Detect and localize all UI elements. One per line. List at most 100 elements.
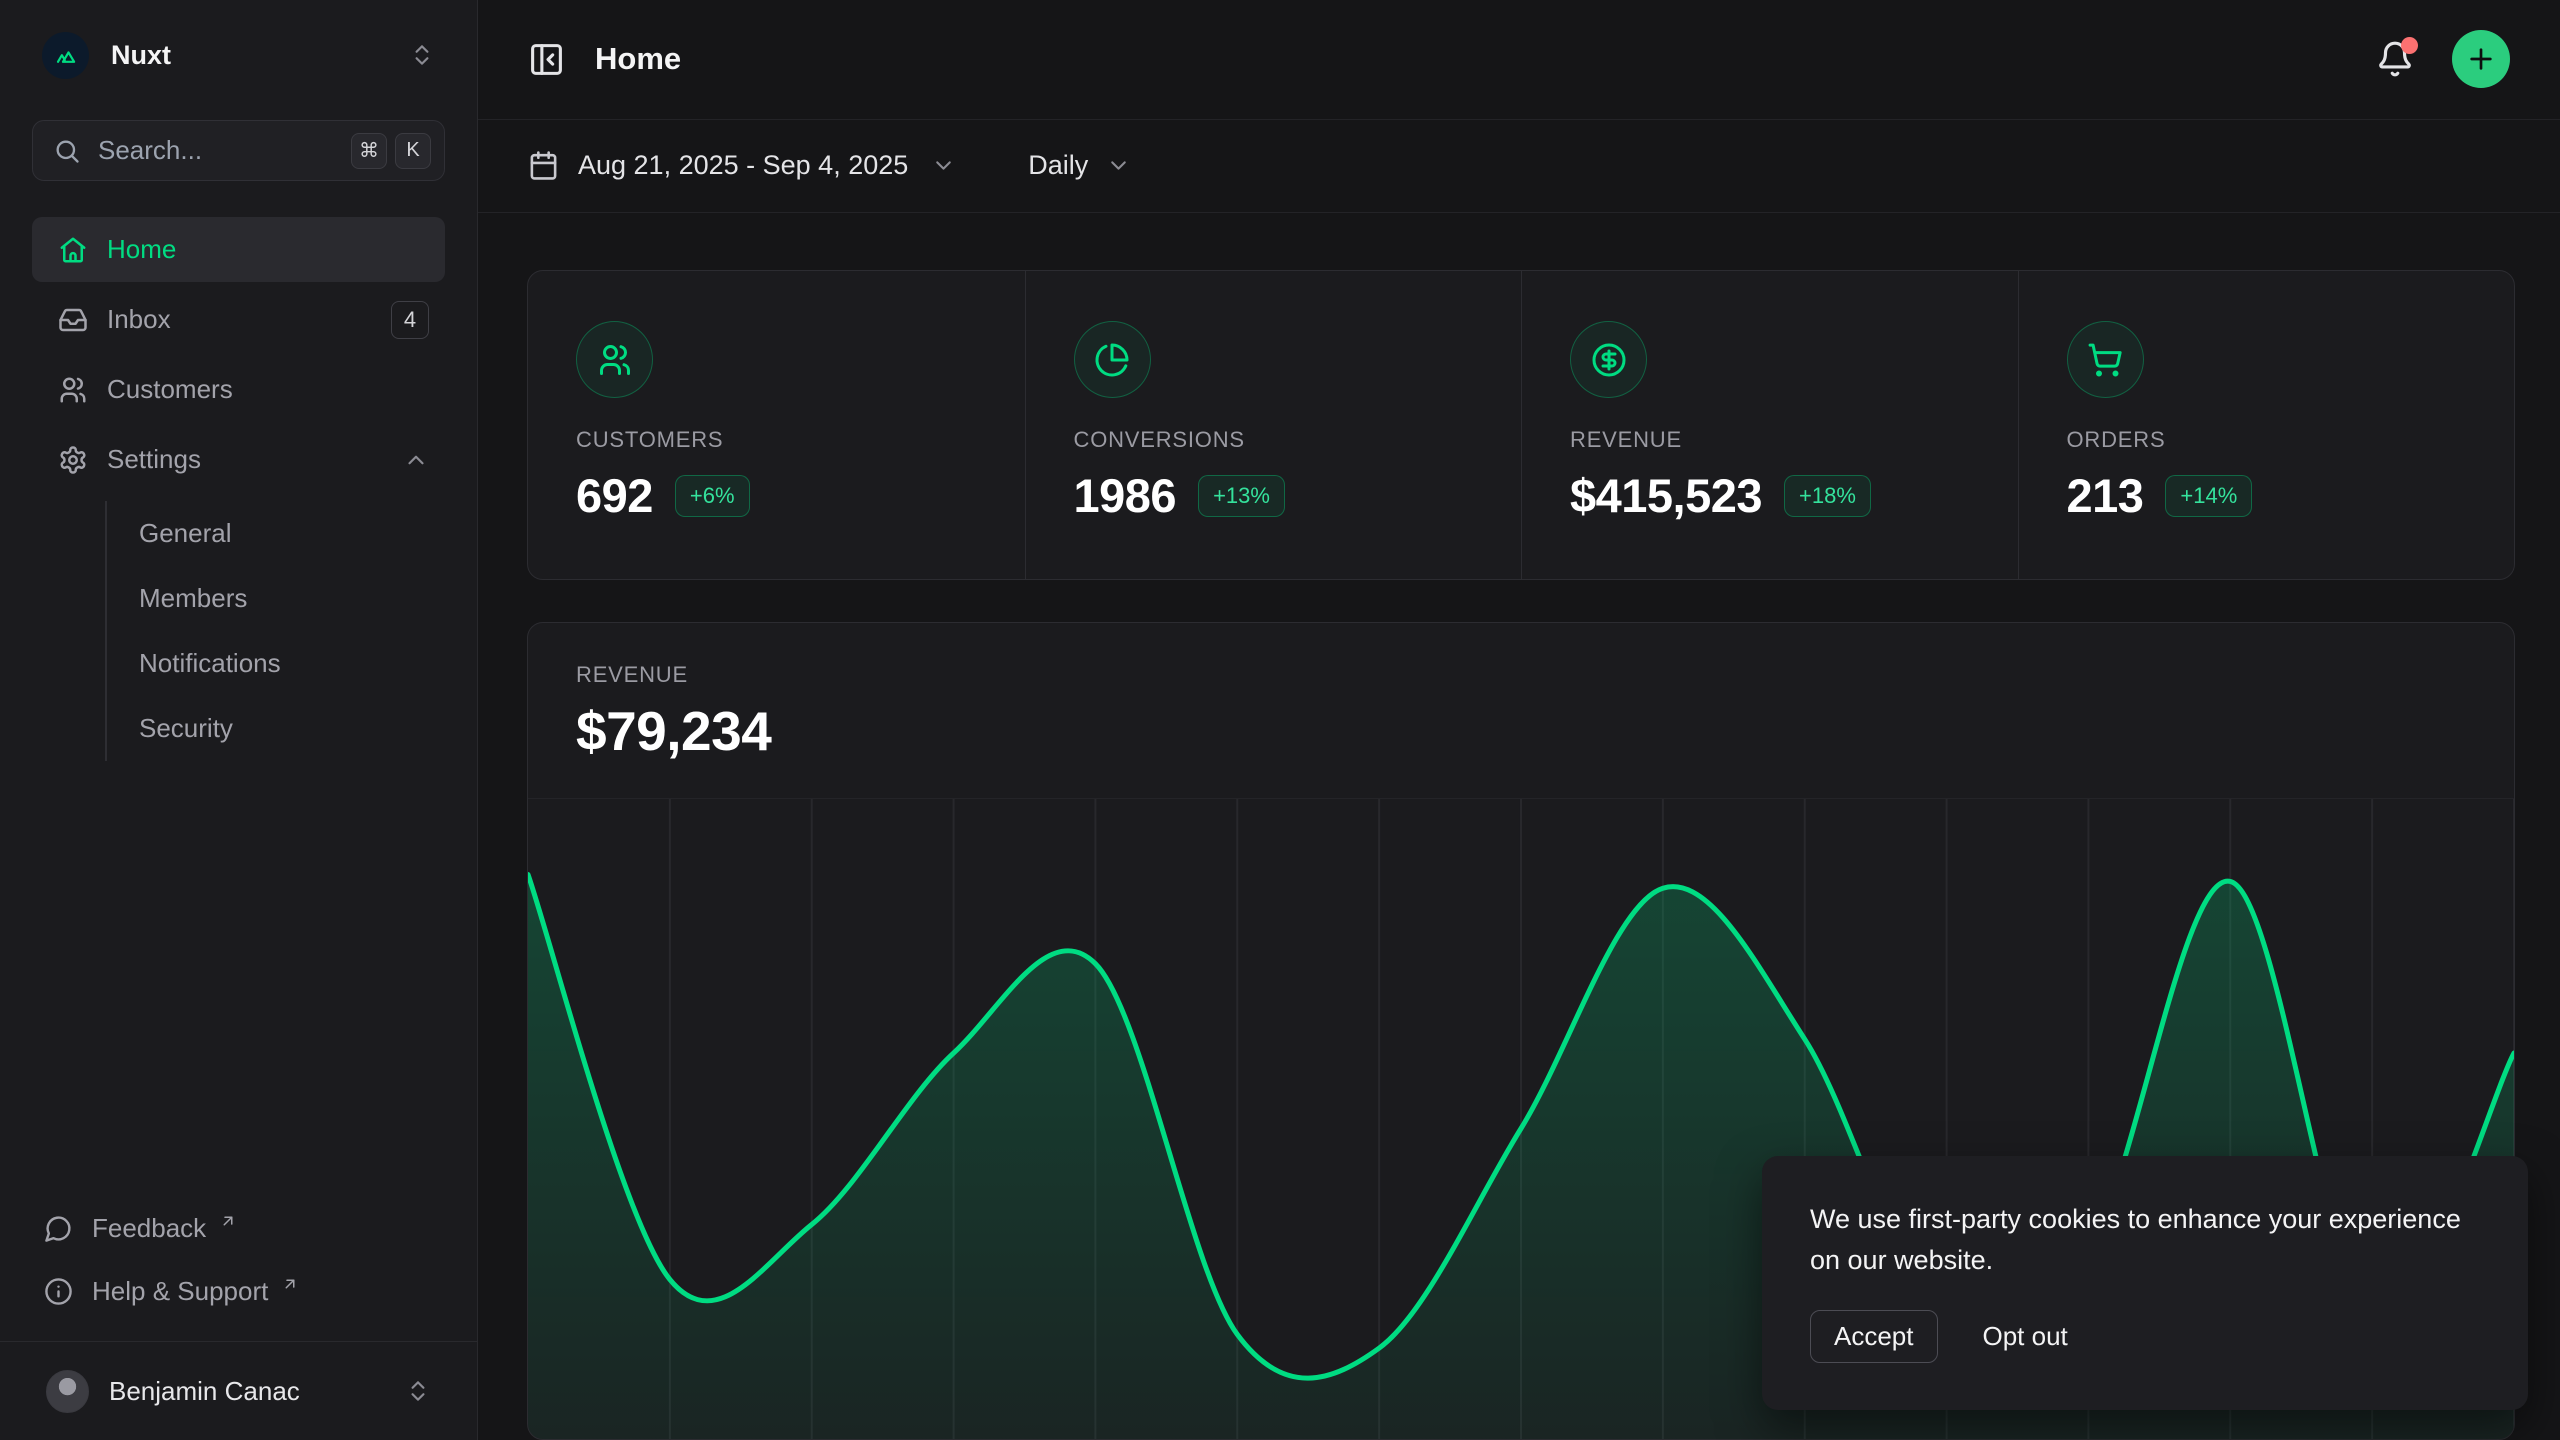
revenue-chart-label: REVENUE [576, 662, 688, 687]
sidebar-item-label: Inbox [107, 304, 171, 334]
date-range-label: Aug 21, 2025 - Sep 4, 2025 [578, 150, 909, 181]
bell-icon [2379, 41, 2411, 77]
stat-delta-badge: +6% [674, 474, 750, 517]
footer-item-label: Feedback [92, 1213, 207, 1243]
team-name: Nuxt [111, 39, 171, 70]
plus-icon [2470, 48, 2492, 71]
notifications-button[interactable] [2376, 37, 2418, 78]
chevrons-up-down-icon [405, 1378, 431, 1404]
search-placeholder: Search... [98, 135, 203, 165]
sidebar-collapse-button[interactable] [528, 41, 565, 78]
chevrons-up-down-icon [409, 42, 435, 68]
stat-customers[interactable]: CUSTOMERS 692 +6% [528, 271, 1025, 579]
header-actions [2376, 30, 2510, 89]
sidebar-item-security[interactable]: Security [107, 696, 445, 761]
stats-card: CUSTOMERS 692 +6% CONVERSIONS 1986 +13% [527, 270, 2515, 580]
sub-item-label: Members [139, 583, 248, 613]
accept-button[interactable]: Accept [1810, 1310, 1938, 1363]
sidebar-item-feedback[interactable]: Feedback [32, 1197, 445, 1260]
external-link-icon [219, 1212, 237, 1230]
revenue-chart-card: REVENUE $79,234 [527, 622, 2515, 1440]
sidebar-nav: Home Inbox 4 Customers [32, 217, 445, 765]
page-title: Home [595, 41, 682, 77]
sidebar-item-customers[interactable]: Customers [32, 357, 445, 422]
period-select[interactable]: Daily [1028, 150, 1131, 181]
sidebar-item-help-support[interactable]: Help & Support [32, 1260, 445, 1323]
stat-delta-badge: +13% [1198, 474, 1285, 517]
stat-label: ORDERS [2066, 427, 2166, 452]
info-circle-icon [44, 1277, 73, 1306]
cookie-banner: We use first-party cookies to enhance yo… [1762, 1156, 2528, 1410]
user-name: Benjamin Canac [109, 1375, 300, 1406]
kbd-k: K [395, 132, 431, 169]
stat-label: REVENUE [1570, 427, 1682, 452]
user-section: Benjamin Canac [0, 1341, 477, 1440]
team-selector[interactable]: Nuxt [32, 22, 445, 88]
users-icon [576, 321, 653, 398]
external-link-icon [281, 1275, 299, 1293]
stat-orders[interactable]: ORDERS 213 +14% [2017, 271, 2515, 579]
chart-area-fill [528, 874, 2514, 1439]
stat-value: 213 [2066, 469, 2144, 522]
dollar-circle-icon [1570, 321, 1647, 398]
sidebar-item-settings[interactable]: Settings [32, 427, 445, 492]
sub-item-label: Notifications [139, 648, 281, 678]
chevron-down-icon [931, 153, 956, 178]
revenue-chart-value: $79,234 [576, 700, 772, 762]
content: CUSTOMERS 692 +6% CONVERSIONS 1986 +13% [478, 213, 2560, 1440]
main-area: Home Aug 21, 2025 - Sep 4, 2025 [478, 0, 2560, 1440]
sidebar-item-home[interactable]: Home [32, 217, 445, 282]
inbox-count-badge: 4 [391, 300, 429, 339]
user-avatar [46, 1369, 89, 1413]
stat-revenue[interactable]: REVENUE $415,523 +18% [1521, 271, 2018, 579]
chart-line [528, 872, 2514, 1381]
notification-dot [2401, 37, 2418, 55]
chevron-down-icon [1106, 153, 1131, 178]
sidebar-item-label: Settings [107, 444, 201, 474]
revenue-chart-header: REVENUE $79,234 [528, 623, 2514, 799]
kbd-cmd: ⌘ [351, 132, 387, 169]
toolbar: Aug 21, 2025 - Sep 4, 2025 Daily [478, 120, 2560, 213]
user-menu[interactable]: Benjamin Canac [46, 1355, 431, 1427]
stat-conversions[interactable]: CONVERSIONS 1986 +13% [1024, 271, 1522, 579]
stat-label: CONVERSIONS [1073, 427, 1245, 452]
cookie-actions: Accept Opt out [1810, 1310, 2480, 1363]
search-icon [53, 137, 81, 165]
page-header: Home [478, 0, 2560, 120]
sidebar-footer: Feedback Help & Support [32, 1197, 445, 1341]
sidebar-item-label: Home [107, 234, 177, 264]
stat-delta-badge: +18% [1784, 474, 1871, 517]
sidebar-item-label: Customers [107, 374, 233, 404]
stat-delta-badge: +14% [2165, 474, 2253, 517]
search-shortcut: ⌘ K [351, 132, 431, 169]
message-bubble-icon [44, 1214, 73, 1243]
pie-chart-icon [1073, 321, 1151, 398]
inbox-icon [58, 305, 88, 335]
sidebar-item-inbox[interactable]: Inbox 4 [32, 287, 445, 352]
sub-item-label: General [139, 518, 232, 548]
footer-item-label: Help & Support [92, 1276, 269, 1306]
search-input[interactable]: Search... ⌘ K [32, 120, 445, 181]
date-range-picker[interactable]: Aug 21, 2025 - Sep 4, 2025 [528, 150, 956, 181]
cookie-message: We use first-party cookies to enhance yo… [1810, 1204, 2461, 1275]
sidebar-item-notifications[interactable]: Notifications [107, 631, 445, 696]
users-icon [58, 375, 88, 405]
opt-out-button[interactable]: Opt out [1982, 1321, 2068, 1351]
stat-value: 1986 [1073, 469, 1177, 522]
add-button[interactable] [2452, 30, 2510, 89]
chevron-up-icon [403, 447, 429, 473]
calendar-icon [528, 150, 559, 181]
stat-value: 692 [576, 469, 653, 522]
nuxt-logo-icon [42, 31, 89, 79]
period-label: Daily [1028, 150, 1089, 181]
sidebar: Nuxt Search... ⌘ K Home [0, 0, 478, 1440]
shopping-cart-icon [2066, 321, 2144, 398]
sidebar-item-members[interactable]: Members [107, 566, 445, 631]
sub-item-label: Security [139, 713, 233, 743]
gear-icon [58, 445, 88, 475]
stat-label: CUSTOMERS [576, 427, 724, 452]
home-icon [58, 235, 88, 265]
stat-value: $415,523 [1570, 469, 1763, 522]
settings-sub-list: General Members Notifications Security [105, 501, 445, 761]
sidebar-item-general[interactable]: General [107, 501, 445, 566]
